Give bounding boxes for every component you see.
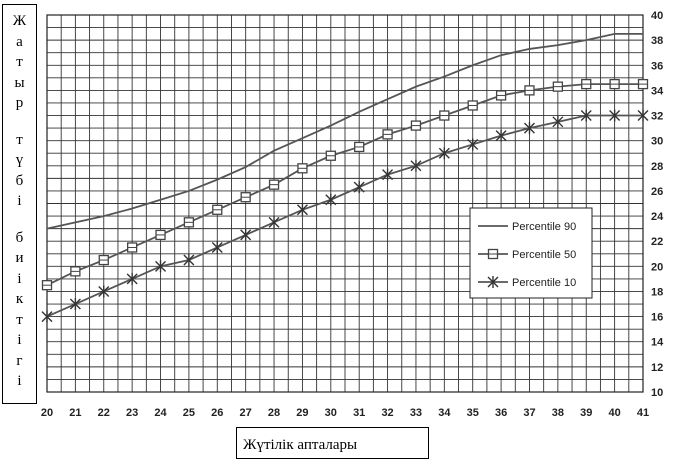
y-tick-label: 34	[651, 85, 664, 97]
x-axis-label: Жүтілік апталары	[236, 427, 429, 459]
data-point-marker	[126, 272, 138, 285]
y-tick-label: 22	[651, 236, 663, 248]
x-tick-label: 35	[467, 407, 479, 419]
y-axis-label-char: і	[17, 373, 22, 389]
y-tick-label: 20	[651, 261, 663, 273]
y-axis-label-char: р	[15, 95, 24, 111]
data-point-marker	[211, 241, 223, 254]
y-axis-label-char: г	[16, 352, 23, 369]
data-point-marker	[495, 129, 507, 142]
data-point-marker	[410, 159, 422, 172]
x-tick-label: 39	[580, 407, 592, 419]
series-line-2	[46, 83, 643, 286]
x-tick-label: 21	[69, 407, 81, 419]
series-line-1	[46, 32, 643, 230]
legend-label: Percentile 90	[512, 221, 576, 233]
x-tick-label: 34	[438, 407, 451, 419]
y-axis-label-char: ы	[14, 74, 25, 91]
y-tick-label: 14	[651, 337, 664, 349]
x-tick-label: 33	[410, 407, 422, 419]
y-tick-label: 38	[651, 35, 663, 47]
x-tick-label: 37	[523, 407, 535, 419]
data-point-marker	[523, 122, 535, 135]
legend-label: Percentile 50	[512, 249, 576, 261]
y-tick-label: 24	[651, 211, 664, 223]
y-tick-label: 10	[651, 387, 663, 399]
y-axis-label-char: б	[15, 229, 24, 246]
series-line-3	[46, 114, 643, 318]
data-point-marker	[41, 310, 53, 323]
x-tick-label: 26	[211, 407, 223, 419]
data-point-marker	[353, 181, 365, 194]
data-point-marker	[296, 203, 308, 216]
series-lines	[46, 32, 643, 318]
data-point-marker	[580, 109, 592, 122]
y-axis-label-char: а	[16, 33, 23, 50]
x-tick-label: 36	[495, 407, 507, 419]
y-axis-label-char: к	[15, 291, 24, 307]
y-tick-label: 12	[651, 362, 663, 374]
y-axis-label-char: т	[16, 311, 23, 328]
data-point-marker	[183, 254, 195, 267]
y-tick-label: 36	[651, 60, 663, 72]
x-tick-label: 23	[126, 407, 138, 419]
data-point-marker	[155, 260, 167, 273]
data-point-marker	[637, 109, 649, 122]
x-tick-label: 20	[41, 407, 53, 419]
x-tick-label: 32	[381, 407, 393, 419]
y-tick-labels: 10 12 14 16 18 20 22 24 26 28 30 32 34 36 38 40	[651, 10, 664, 399]
y-tick-label: 28	[651, 161, 663, 173]
x-tick-label: 30	[325, 407, 337, 419]
data-point-marker	[438, 147, 450, 160]
y-axis-label-char: т	[16, 131, 23, 148]
x-tick-label: 40	[608, 407, 620, 419]
data-point-marker	[98, 285, 110, 298]
plot-frame	[46, 14, 644, 393]
y-axis-label-char: і	[17, 332, 22, 348]
data-point-marker	[552, 115, 564, 128]
legend-swatch-marker	[487, 276, 499, 288]
legend: Percentile 90 Percentile 50 Percentile 10	[469, 207, 593, 299]
data-point-marker	[609, 109, 621, 122]
y-axis-label-char: і	[17, 270, 22, 287]
grid	[46, 14, 644, 393]
y-axis-label-char: Ж	[12, 13, 27, 29]
y-axis-label-char: т	[16, 54, 23, 70]
x-tick-labels: 20 21 22 23 24 25 26 27 28 29 30 31 32 33 34 35 36 37 38 39…	[41, 407, 649, 419]
data-point-marker	[467, 138, 479, 151]
legend-label: Percentile 10	[512, 277, 576, 289]
data-point-marker	[69, 298, 81, 311]
y-tick-label: 16	[651, 312, 663, 324]
data-point-marker	[240, 228, 252, 241]
y-tick-label: 18	[651, 286, 663, 298]
y-tick-label: 32	[651, 111, 663, 123]
x-tick-label: 27	[240, 407, 252, 419]
series-markers	[41, 78, 649, 323]
x-tick-label: 31	[353, 407, 365, 419]
x-tick-label: 22	[98, 407, 110, 419]
y-axis-label-char: и	[15, 250, 24, 266]
y-axis-label-char: б	[15, 172, 24, 189]
data-point-marker	[268, 216, 280, 229]
y-axis-label-char: і	[17, 193, 22, 209]
y-tick-label: 40	[651, 10, 663, 22]
y-tick-label: 30	[651, 136, 663, 148]
x-tick-label: 29	[296, 407, 308, 419]
x-tick-label: 25	[183, 407, 195, 419]
x-tick-label: 41	[637, 407, 649, 419]
data-point-marker	[382, 168, 394, 181]
y-tick-label: 26	[651, 186, 663, 198]
x-tick-label: 24	[154, 407, 167, 419]
y-axis-label-char: ү	[15, 152, 24, 168]
x-tick-label: 28	[268, 407, 280, 419]
x-tick-label: 38	[552, 407, 564, 419]
data-point-marker	[325, 193, 337, 206]
